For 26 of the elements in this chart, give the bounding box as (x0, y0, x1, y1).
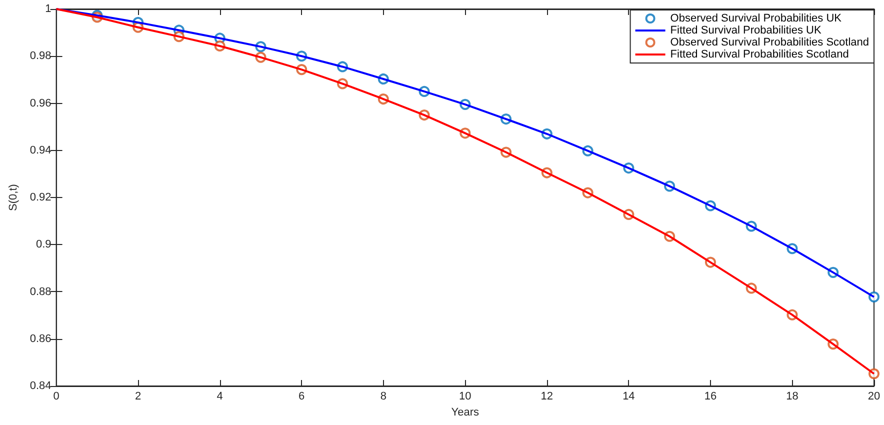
y-tick-label: 0.88 (30, 286, 52, 298)
y-tick-label: 0.84 (30, 380, 52, 392)
legend-label: Observed Survival Probabilities UK (670, 12, 842, 24)
x-tick-label: 14 (622, 390, 635, 402)
x-axis-title: Years (451, 406, 480, 418)
x-tick-label: 12 (540, 390, 554, 402)
x-tick-label: 20 (868, 390, 880, 402)
x-tick-label: 16 (704, 390, 717, 402)
y-tick-label: 0.86 (30, 332, 52, 345)
x-tick-label: 0 (53, 390, 60, 402)
legend-label: Fitted Survival Probabilities Scotland (670, 48, 849, 60)
legend-label: Fitted Survival Probabilities UK (670, 24, 822, 36)
y-tick-label: 0.96 (30, 97, 52, 110)
x-tick-label: 2 (135, 390, 142, 402)
y-axis-title: S(0,t) (8, 184, 20, 211)
y-tick-label: 0.9 (36, 238, 52, 251)
x-tick-label: 18 (786, 390, 798, 402)
y-tick-label: 0.98 (30, 50, 52, 62)
y-tick-label: 0.94 (30, 144, 52, 156)
legend-label: Observed Survival Probabilities Scotland (670, 36, 870, 48)
y-tick-label: 1 (45, 3, 52, 15)
x-tick-label: 8 (380, 390, 386, 402)
x-tick-label: 10 (459, 390, 472, 402)
x-tick-label: 6 (298, 390, 305, 402)
y-tick-label: 0.92 (30, 192, 52, 204)
x-tick-label: 4 (216, 390, 223, 402)
